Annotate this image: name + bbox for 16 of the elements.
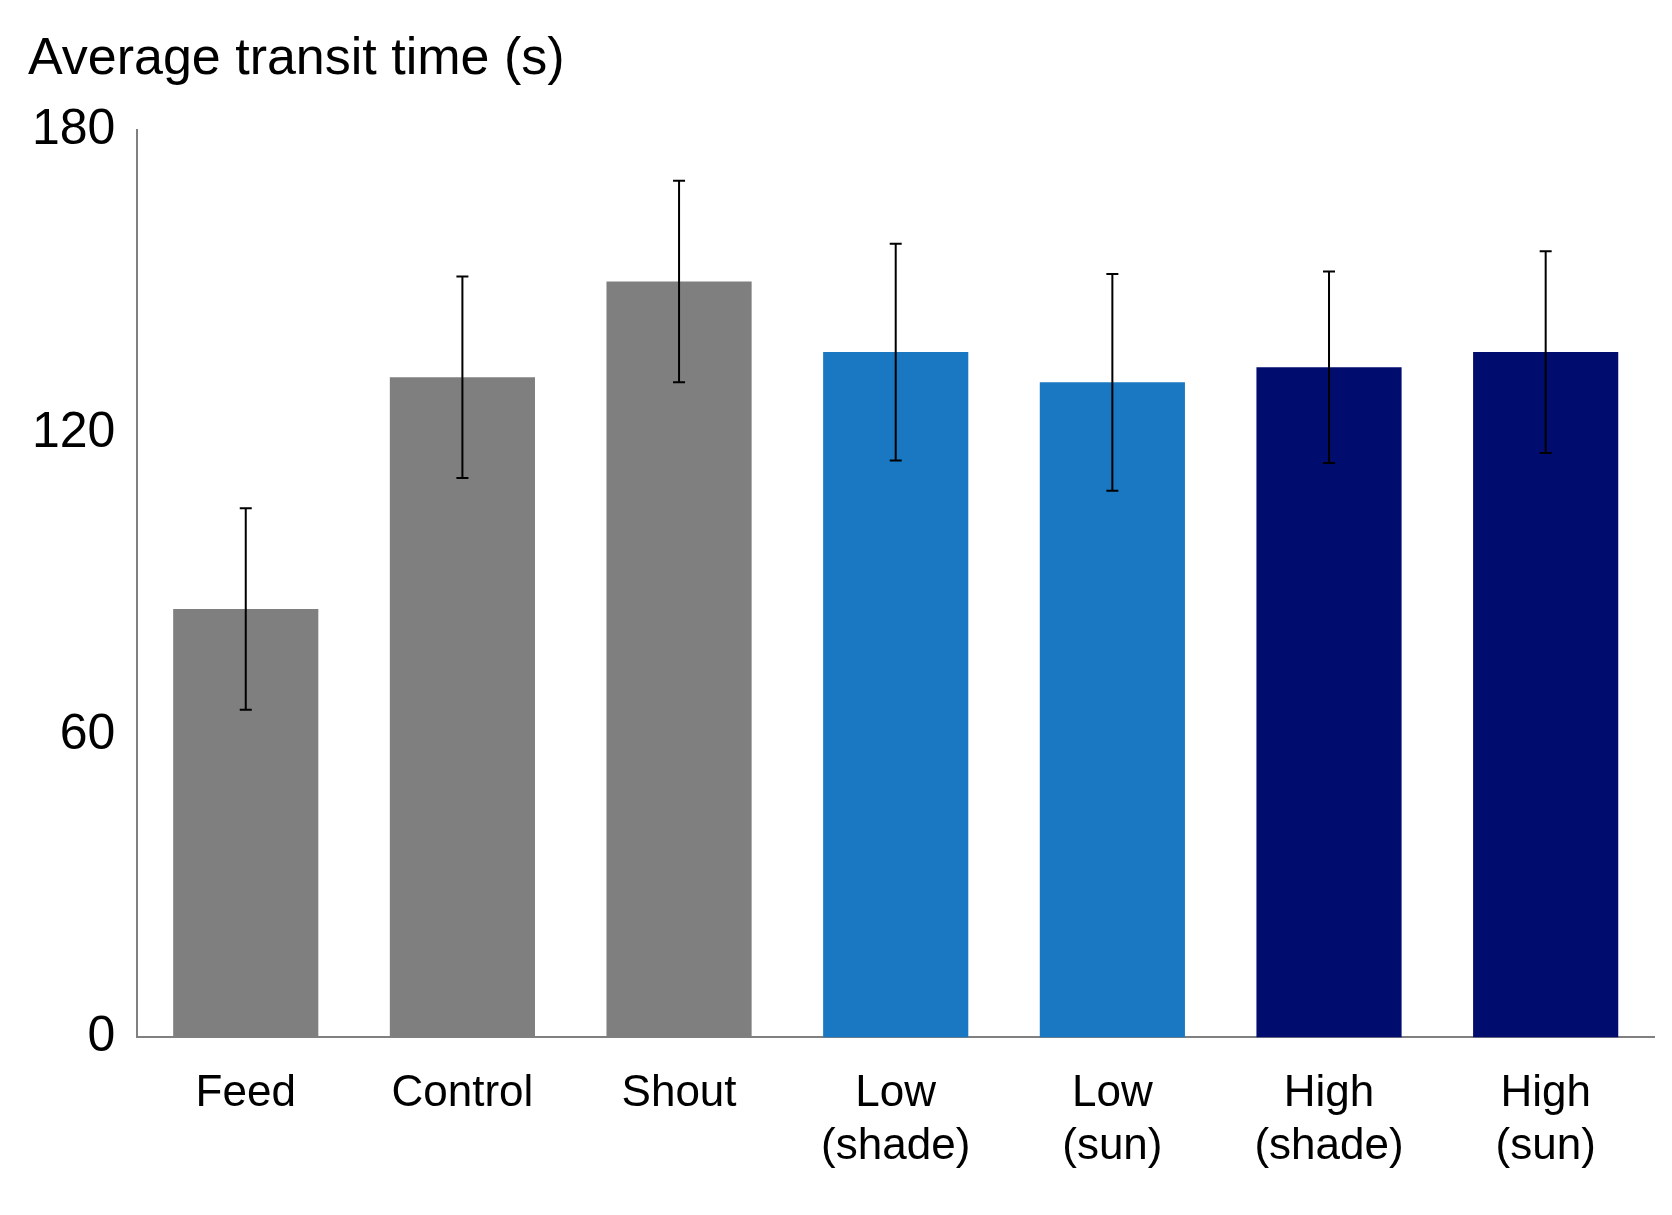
bar [1256, 367, 1402, 1038]
x-tick-label: High (shade) [1254, 1065, 1404, 1168]
y-tick-label: 120 [31, 401, 116, 458]
y-tick-label: 0 [87, 1006, 116, 1063]
x-tick-label: Control [391, 1065, 534, 1115]
x-tick-label: Shout [621, 1065, 737, 1115]
y-tick-label: 180 [31, 99, 116, 156]
chart-title: Average transit time (s) [28, 26, 565, 85]
bar [1473, 352, 1619, 1038]
y-tick-label: 60 [59, 703, 116, 760]
x-tick-label: Feed [195, 1065, 296, 1115]
x-tick-label: Low (shade) [821, 1065, 971, 1168]
x-tick-label: High (sun) [1495, 1065, 1596, 1168]
bar [1039, 382, 1185, 1038]
x-tick-label: Low (sun) [1062, 1065, 1163, 1168]
bar [823, 352, 969, 1038]
